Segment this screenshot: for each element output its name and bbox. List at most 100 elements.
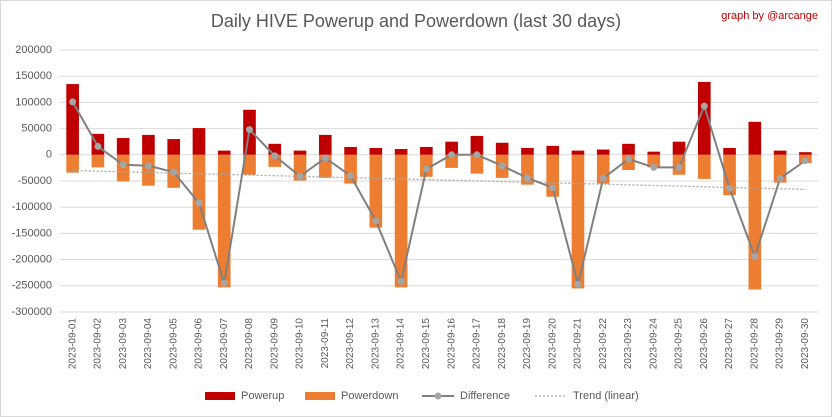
x-tick-label: 2023-09-14 (396, 318, 407, 370)
x-tick-label: 2023-09-18 (497, 318, 508, 370)
x-tick-label: 2023-09-23 (623, 318, 634, 370)
x-tick-label: 2023-09-15 (421, 318, 432, 370)
point (574, 280, 582, 288)
point (372, 217, 380, 225)
bar (647, 151, 661, 155)
y-tick-label: -250000 (12, 280, 52, 292)
point (726, 184, 734, 192)
bar (369, 147, 383, 155)
y-tick-label: -300000 (12, 306, 52, 318)
chart-title: Daily HIVE Powerup and Powerdown (last 3… (211, 11, 621, 31)
point (625, 155, 632, 163)
bar (217, 150, 231, 155)
bar (445, 141, 458, 155)
x-tick-label: 2023-09-01 (67, 318, 78, 370)
bar (116, 138, 130, 155)
x-tick-label: 2023-09-16 (446, 318, 457, 370)
x-tick-label: 2023-09-05 (168, 318, 179, 370)
x-tick-label: 2023-09-29 (775, 318, 786, 370)
x-tick-label: 2023-09-11 (320, 318, 331, 369)
credit: graph by @arcange (721, 10, 818, 22)
bar (495, 142, 509, 155)
bar (470, 154, 484, 174)
bar (672, 141, 686, 155)
x-tick-label: 2023-09-04 (143, 318, 154, 370)
y-tick-label: 150000 (15, 70, 52, 82)
point (119, 161, 127, 169)
bar (622, 143, 635, 155)
bar (394, 154, 408, 288)
bar (470, 135, 484, 155)
bar (293, 150, 307, 155)
point (397, 278, 405, 286)
point (751, 252, 759, 260)
bar (318, 134, 332, 155)
bar (192, 128, 206, 155)
point (144, 162, 152, 170)
point (296, 172, 304, 180)
bar (369, 154, 383, 228)
bar (217, 154, 231, 288)
x-tick-label: 2023-09-13 (370, 318, 381, 370)
point (69, 98, 77, 106)
legend-marker (434, 392, 442, 400)
x-tick-label: 2023-09-08 (244, 318, 255, 370)
point (170, 168, 178, 176)
x-tick-label: 2023-09-19 (522, 318, 533, 370)
legend-swatch (205, 392, 235, 400)
x-tick-label: 2023-09-21 (573, 318, 584, 370)
bar (723, 147, 736, 155)
point (801, 157, 809, 165)
x-tick-label: 2023-09-30 (800, 318, 811, 370)
y-tick-label: 0 (46, 149, 52, 161)
bar (167, 139, 181, 155)
bar (748, 154, 762, 290)
bar (799, 152, 812, 155)
x-tick-label: 2023-09-24 (648, 318, 659, 370)
bar (66, 84, 79, 155)
x-tick-label: 2023-09-02 (93, 318, 104, 370)
bar (521, 147, 534, 155)
x-tick-label: 2023-09-28 (749, 318, 760, 370)
bar (697, 154, 711, 179)
x-tick-label: 2023-09-26 (699, 318, 710, 370)
legend-label: Powerup (241, 390, 284, 402)
bar (723, 154, 736, 196)
point (599, 174, 607, 182)
legend-swatch (305, 392, 335, 400)
point (473, 151, 481, 159)
bar (142, 134, 155, 155)
x-tick-label: 2023-09-17 (472, 318, 483, 370)
point (347, 172, 355, 180)
bar (773, 150, 787, 155)
bar (697, 81, 711, 155)
x-tick-label: 2023-09-07 (219, 318, 230, 370)
x-tick-label: 2023-09-03 (118, 318, 129, 370)
x-tick-label: 2023-09-20 (547, 318, 558, 370)
y-tick-label: -200000 (12, 254, 52, 266)
point (448, 151, 456, 159)
x-tick-label: 2023-09-22 (598, 318, 609, 370)
legend-label: Powerdown (341, 390, 398, 402)
point (523, 174, 531, 182)
x-tick-label: 2023-09-09 (269, 318, 280, 370)
point (675, 163, 683, 171)
point (700, 102, 708, 110)
x-tick-label: 2023-09-06 (194, 318, 205, 370)
x-tick-label: 2023-09-12 (345, 318, 356, 370)
legend-label: Difference (460, 390, 510, 402)
bar (420, 146, 433, 155)
point (498, 162, 506, 170)
point (94, 142, 102, 150)
legend-label: Trend (linear) (573, 390, 639, 402)
line (71, 101, 806, 285)
y-tick-label: -100000 (12, 201, 52, 213)
bar (596, 149, 610, 155)
bar (66, 154, 79, 173)
point (321, 154, 329, 162)
bar (142, 154, 155, 186)
bar (344, 146, 357, 155)
bar (647, 154, 661, 168)
